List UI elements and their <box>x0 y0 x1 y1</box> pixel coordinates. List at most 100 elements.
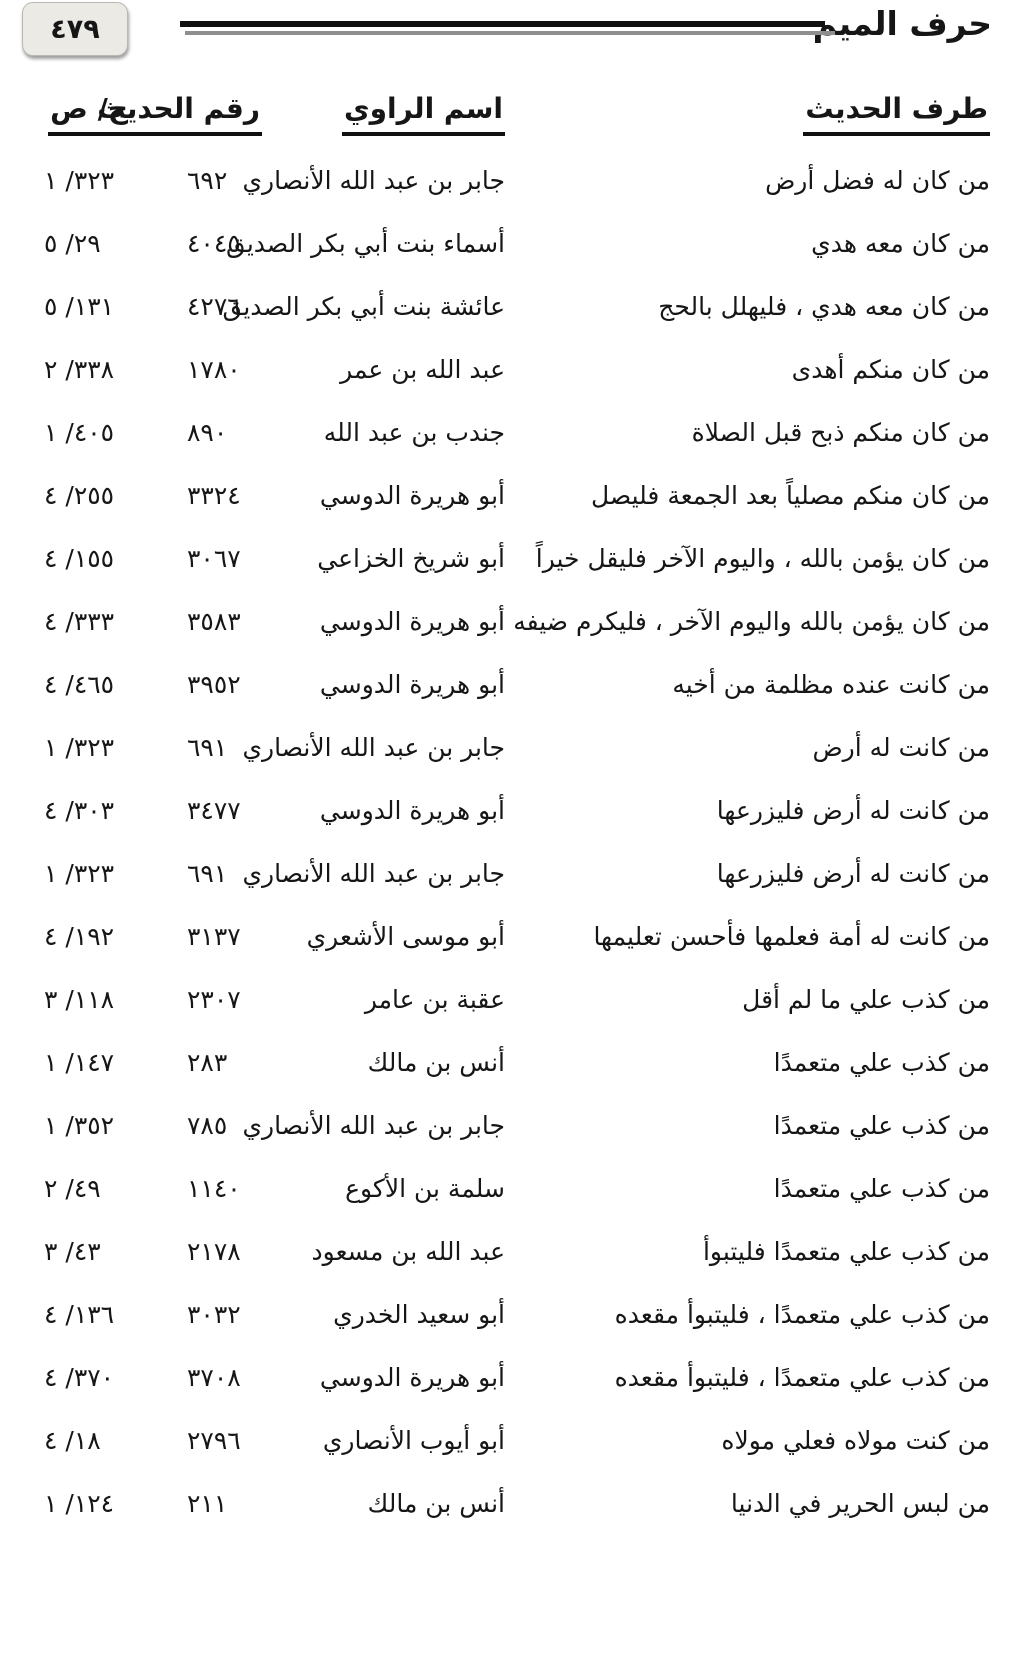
hadith-text: من لبس الحرير في الدنيا <box>730 1489 990 1519</box>
hadith-number: ٢٨٣ <box>187 1048 228 1078</box>
narrator-name: عقبة بن عامر <box>364 985 505 1015</box>
hadith-text: من كذب علي متعمدًا فليتبوأ <box>702 1237 990 1267</box>
hadith-number: ٣٠٣٢ <box>187 1300 241 1330</box>
hadith-number: ٣٤٧٧ <box>187 796 241 826</box>
table-row: من كذب علي متعمدًا ، فليتبوأ مقعده أبو ه… <box>30 1347 990 1410</box>
narrator-name: جابر بن عبد الله الأنصاري <box>242 1111 505 1141</box>
index-table-body: من كان له فضل أرض جابر بن عبد الله الأنص… <box>0 136 1010 1536</box>
narrator-name: سلمة بن الأكوع <box>345 1174 505 1204</box>
narrator-name: عائشة بنت أبي بكر الصديق <box>222 292 505 322</box>
column-header-hadith-label: طرف الحديث <box>803 92 990 136</box>
table-row: من كان معه هدي أسماء بنت أبي بكر الصديق … <box>30 213 990 276</box>
page-number: ٤٧٩ <box>50 13 100 45</box>
volume-page-ref: ٣٢٣/ ١ <box>44 166 115 196</box>
hadith-text: من كانت عنده مظلمة من أخيه <box>672 670 990 700</box>
column-header-hadith: طرف الحديث <box>505 92 990 136</box>
narrator-name: أبو هريرة الدوسي <box>319 481 505 511</box>
hadith-number: ٣٩٥٢ <box>187 670 241 700</box>
column-header-narrator-label: اسم الراوي <box>341 92 505 136</box>
narrator-name: أبو شريخ الخزاعي <box>317 544 505 574</box>
volume-page-ref: ١١٨/ ٣ <box>44 985 115 1015</box>
narrator-name: أبو هريرة الدوسي <box>319 607 505 637</box>
hadith-text: من كان منكم أهدى <box>791 355 990 385</box>
volume-page-ref: ٤٠٥/ ١ <box>44 418 115 448</box>
volume-page-ref: ١٨/ ٤ <box>44 1426 101 1456</box>
narrator-name: أبو هريرة الدوسي <box>319 1363 505 1393</box>
hadith-number: ٦٩٢ <box>187 166 228 196</box>
table-header-row: طرف الحديث اسم الراوي رقم الحديث ج/ ص <box>0 62 1010 136</box>
volume-page-ref: ٣٠٣/ ٤ <box>44 796 115 826</box>
hadith-number: ٦٩١ <box>187 733 228 763</box>
volume-page-ref: ١٩٢/ ٤ <box>44 922 115 952</box>
table-row: من كانت عنده مظلمة من أخيه أبو هريرة الد… <box>30 654 990 717</box>
hadith-text: من كان يؤمن بالله واليوم الآخر ، فليكرم … <box>513 607 990 637</box>
volume-page-ref: ٣٣٣/ ٤ <box>44 607 115 637</box>
narrator-name: عبد الله بن عمر <box>340 355 505 385</box>
table-row: من كانت له أرض فليزرعها جابر بن عبد الله… <box>30 843 990 906</box>
hadith-text: من كذب علي متعمدًا ، فليتبوأ مقعده <box>614 1300 990 1330</box>
table-row: من كنت مولاه فعلي مولاه أبو أيوب الأنصار… <box>30 1410 990 1473</box>
table-row: من كانت له أرض فليزرعها أبو هريرة الدوسي… <box>30 780 990 843</box>
table-row: من كان له فضل أرض جابر بن عبد الله الأنص… <box>30 150 990 213</box>
table-row: من كان يؤمن بالله واليوم الآخر ، فليكرم … <box>30 591 990 654</box>
page-number-badge: ٤٧٩ <box>22 2 128 56</box>
hadith-number: ٢١٧٨ <box>187 1237 241 1267</box>
hadith-number: ٣٧٠٨ <box>187 1363 241 1393</box>
table-row: من كذب علي متعمدًا أنس بن مالك ٢٨٣ ١٤٧/ … <box>30 1032 990 1095</box>
table-row: من كانت له أمة فعلمها فأحسن تعليمها أبو … <box>30 906 990 969</box>
table-row: من كانت له أرض جابر بن عبد الله الأنصاري… <box>30 717 990 780</box>
narrator-name: جابر بن عبد الله الأنصاري <box>242 733 505 763</box>
hadith-text: من كان له فضل أرض <box>765 166 990 196</box>
hadith-text: من كان معه هدي <box>811 229 990 259</box>
hadith-text: من كانت له أمة فعلمها فأحسن تعليمها <box>593 922 990 952</box>
hadith-number: ٣٠٦٧ <box>187 544 241 574</box>
volume-page-ref: ٣٢٣/ ١ <box>44 859 115 889</box>
table-row: من كان منكم مصلياً بعد الجمعة فليصل أبو … <box>30 465 990 528</box>
column-header-number: رقم الحديث <box>95 92 262 136</box>
hadith-text: من كذب علي متعمدًا ، فليتبوأ مقعده <box>614 1363 990 1393</box>
hadith-number: ٣٣٢٤ <box>187 481 241 511</box>
hadith-number: ٨٩٠ <box>187 418 228 448</box>
hadith-number: ٦٩١ <box>187 859 228 889</box>
hadith-text: من كذب علي متعمدًا <box>773 1048 990 1078</box>
section-title: حرف الميم <box>812 4 992 43</box>
narrator-name: أبو هريرة الدوسي <box>319 796 505 826</box>
hadith-text: من كنت مولاه فعلي مولاه <box>721 1426 990 1456</box>
header-rule-black <box>180 21 825 27</box>
hadith-text: من كانت له أرض فليزرعها <box>716 796 990 826</box>
volume-page-ref: ١٣٦/ ٤ <box>44 1300 115 1330</box>
volume-page-ref: ٣٥٢/ ١ <box>44 1111 115 1141</box>
table-row: من كذب علي متعمدًا جابر بن عبد الله الأن… <box>30 1095 990 1158</box>
hadith-text: من كذب علي متعمدًا <box>773 1111 990 1141</box>
hadith-text: من كان يؤمن بالله ، واليوم الآخر فليقل خ… <box>535 544 990 574</box>
hadith-number: ٧٨٥ <box>187 1111 228 1141</box>
table-row: من كان يؤمن بالله ، واليوم الآخر فليقل خ… <box>30 528 990 591</box>
hadith-number: ٤٠٤٥ <box>187 229 241 259</box>
narrator-name: عبد الله بن مسعود <box>311 1237 505 1267</box>
narrator-name: أسماء بنت أبي بكر الصديق <box>225 229 505 259</box>
volume-page-ref: ٢٥٥/ ٤ <box>44 481 115 511</box>
hadith-text: من كان منكم مصلياً بعد الجمعة فليصل <box>590 481 990 511</box>
table-row: من لبس الحرير في الدنيا أنس بن مالك ٢١١ … <box>30 1473 990 1536</box>
column-header-vol-page: ج/ ص <box>30 92 130 136</box>
hadith-number: ٣١٣٧ <box>187 922 241 952</box>
volume-page-ref: ١٤٧/ ١ <box>44 1048 115 1078</box>
volume-page-ref: ٣٧٠/ ٤ <box>44 1363 115 1393</box>
hadith-number: ١١٤٠ <box>187 1174 241 1204</box>
table-row: من كذب علي متعمدًا ، فليتبوأ مقعده أبو س… <box>30 1284 990 1347</box>
narrator-name: جابر بن عبد الله الأنصاري <box>242 166 505 196</box>
narrator-name: أبو موسى الأشعري <box>306 922 505 952</box>
table-row: من كان معه هدي ، فليهلل بالحج عائشة بنت … <box>30 276 990 339</box>
volume-page-ref: ٣٢٣/ ١ <box>44 733 115 763</box>
hadith-number: ٤٢٧٦ <box>187 292 241 322</box>
hadith-number: ٢٧٩٦ <box>187 1426 241 1456</box>
hadith-text: من كانت له أرض <box>812 733 990 763</box>
hadith-number: ٢١١ <box>187 1489 228 1519</box>
hadith-text: من كان منكم ذبح قبل الصلاة <box>691 418 990 448</box>
table-row: من كان منكم أهدى عبد الله بن عمر ١٧٨٠ ٣٣… <box>30 339 990 402</box>
hadith-text: من كان معه هدي ، فليهلل بالحج <box>658 292 990 322</box>
narrator-name: أبو أيوب الأنصاري <box>322 1426 505 1456</box>
narrator-name: جندب بن عبد الله <box>323 418 505 448</box>
volume-page-ref: ٤٣/ ٣ <box>44 1237 101 1267</box>
